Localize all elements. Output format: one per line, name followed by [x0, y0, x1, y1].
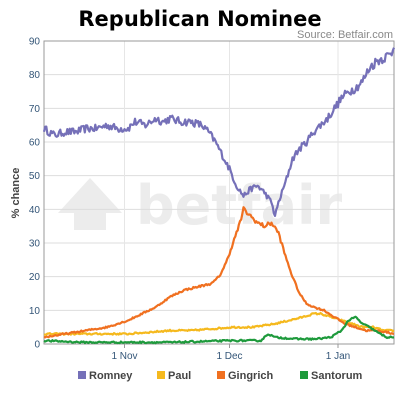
legend-label: Gingrich [228, 370, 274, 382]
y-tick-label: 0 [34, 340, 40, 351]
legend-label: Romney [89, 370, 133, 382]
y-tick-label: 50 [29, 171, 41, 182]
y-tick-label: 10 [29, 306, 41, 317]
y-tick-label: 60 [29, 138, 41, 149]
y-tick-label: 90 [29, 37, 41, 48]
x-tick-label: 1 Nov [111, 351, 137, 362]
legend-swatch [157, 371, 165, 379]
y-tick-label: 30 [29, 239, 41, 250]
chart-title: Republican Nominee [78, 7, 321, 31]
legend-label: Santorum [311, 370, 363, 382]
series-line-santorum [43, 315, 395, 345]
chart-source: Source: Betfair.com [297, 29, 393, 41]
series-line-gingrich [43, 206, 395, 339]
y-tick-label: 80 [29, 70, 41, 81]
legend-swatch [217, 371, 225, 379]
x-tick-label: 1 Dec [216, 351, 242, 362]
watermark: betfair [58, 174, 343, 237]
series-line-romney [42, 47, 396, 217]
legend-label: Paul [168, 370, 191, 382]
x-tick-label: 1 Jan [326, 351, 350, 362]
legend-swatch [300, 371, 308, 379]
y-tick-label: 70 [29, 104, 41, 115]
y-tick-label: 40 [29, 205, 41, 216]
y-axis: 0 10 20 30 40 50 60 70 80 90 [29, 37, 41, 351]
legend: Romney Paul Gingrich Santorum [78, 370, 363, 382]
y-tick-label: 20 [29, 272, 41, 283]
x-axis: 1 Nov 1 Dec 1 Jan [111, 344, 350, 362]
series-lines [42, 47, 396, 345]
plot-area [43, 40, 395, 345]
y-axis-label: % chance [10, 168, 22, 219]
legend-swatch [78, 371, 86, 379]
watermark-arrow-icon [58, 178, 122, 230]
